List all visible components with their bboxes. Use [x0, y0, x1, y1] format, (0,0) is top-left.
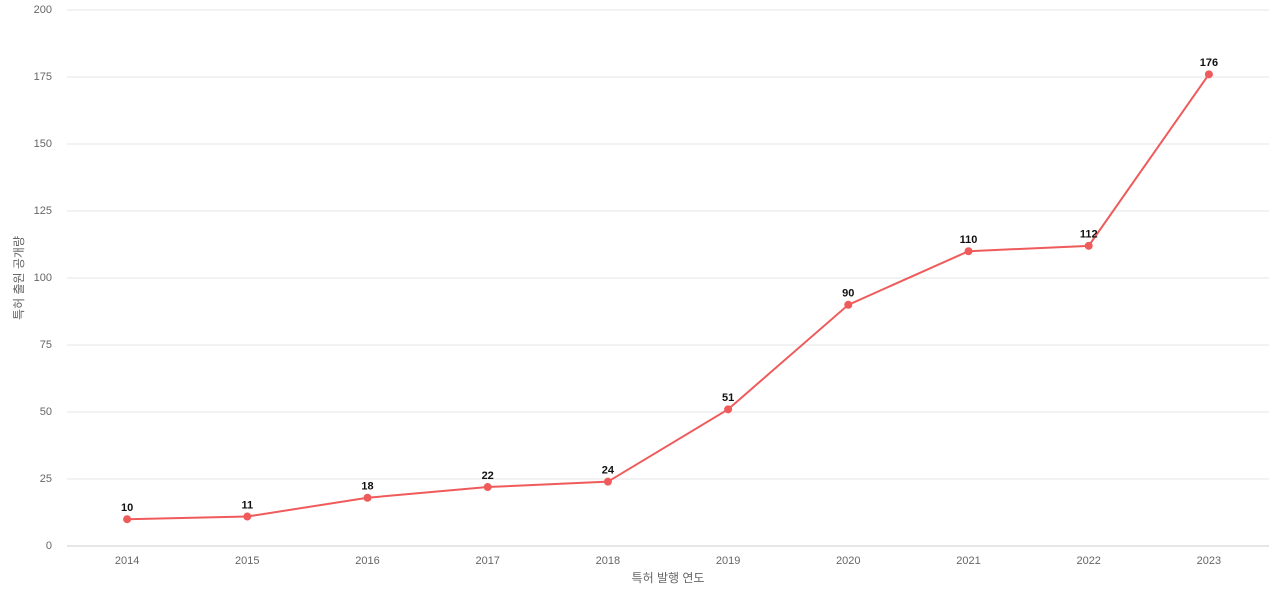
data-label: 24 [602, 465, 615, 477]
data-line [127, 73, 1210, 521]
data-point [243, 512, 252, 521]
x-tick-label: 2023 [1197, 555, 1221, 567]
x-tick-label: 2020 [836, 555, 860, 567]
x-tick-label: 2019 [716, 555, 740, 567]
y-tick-label: 50 [40, 406, 52, 418]
y-tick-label: 200 [34, 4, 52, 16]
data-label: 51 [722, 392, 734, 404]
data-label: 11 [241, 499, 253, 511]
data-label: 22 [482, 470, 494, 482]
data-point [844, 300, 853, 309]
data-label: 10 [121, 502, 133, 514]
data-point [1204, 70, 1213, 79]
data-label: 176 [1200, 57, 1218, 69]
x-tick-label: 2014 [115, 555, 139, 567]
data-point [724, 405, 733, 414]
x-axis-label: 특허 발행 연도 [632, 570, 705, 585]
data-point [1084, 241, 1093, 250]
x-tick-label: 2018 [596, 555, 620, 567]
y-tick-label: 150 [34, 138, 52, 150]
y-axis-label: 특허 출원 공개량 [12, 236, 26, 320]
x-tick-label: 2015 [235, 555, 259, 567]
data-label: 112 [1080, 229, 1098, 241]
y-tick-label: 100 [34, 272, 52, 284]
y-tick-label: 175 [34, 71, 52, 83]
data-point [123, 515, 132, 524]
x-tick-label: 2022 [1076, 555, 1100, 567]
y-tick-label: 125 [34, 205, 52, 217]
data-label: 18 [361, 481, 373, 493]
data-point [483, 483, 492, 492]
data-label: 90 [842, 288, 854, 300]
data-point [603, 477, 612, 486]
data-point [363, 493, 372, 502]
x-tick-label: 2017 [475, 555, 499, 567]
y-tick-label: 0 [46, 540, 52, 552]
y-tick-label: 75 [40, 339, 52, 351]
y-tick-label: 25 [40, 473, 52, 485]
data-label: 110 [960, 234, 978, 246]
x-tick-label: 2021 [956, 555, 980, 567]
data-point [964, 247, 973, 256]
x-tick-label: 2016 [355, 555, 379, 567]
